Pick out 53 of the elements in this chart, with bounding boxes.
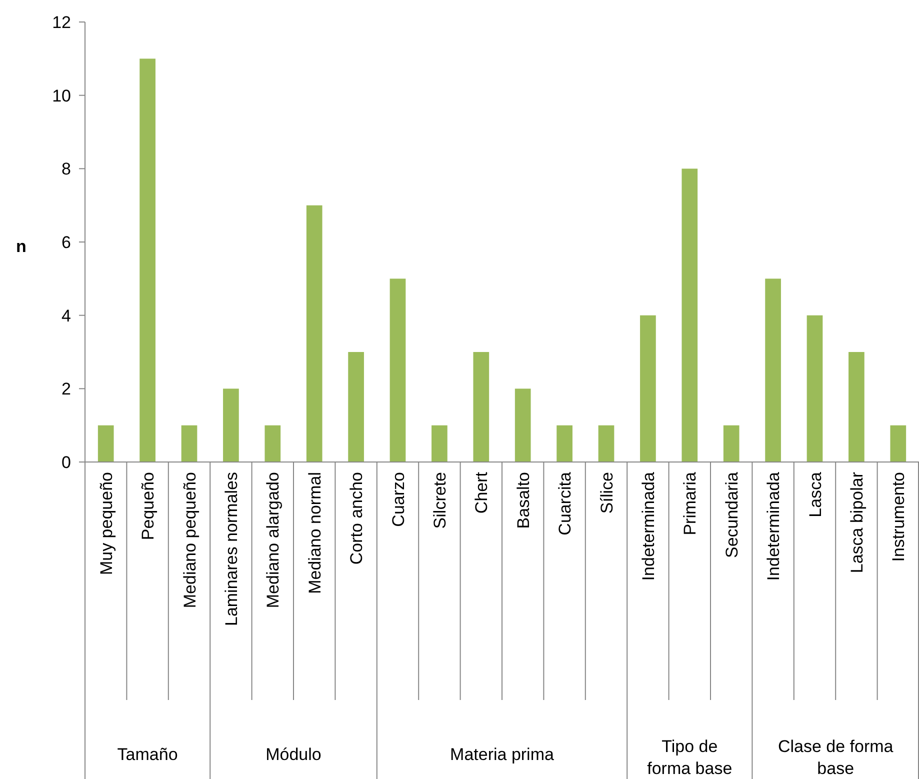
x-tick-label: Mediano pequeño: [180, 472, 200, 608]
bar: [848, 352, 864, 462]
x-tick-label: Mediano normal: [305, 472, 324, 594]
bar: [473, 352, 490, 462]
bar: [890, 425, 906, 462]
bar: [514, 388, 531, 462]
bar: [432, 425, 448, 462]
y-tick-label: 6: [62, 232, 71, 252]
bar: [348, 352, 364, 462]
text: Clase de forma base: [778, 737, 894, 778]
x-tick-label: Pequeño: [138, 472, 158, 540]
text: Materia prima: [450, 745, 554, 764]
x-tick-label: Silcrete: [430, 472, 450, 529]
bar: [682, 168, 698, 462]
y-axis-title: n: [16, 237, 26, 256]
bar: [223, 388, 239, 462]
bar: [598, 425, 614, 462]
y-tick-label: 8: [62, 160, 71, 179]
text: Tamaño: [117, 745, 178, 764]
x-tick-label: Muy pequeño: [96, 472, 116, 576]
x-tick-label: Basalto: [514, 472, 533, 529]
y-tick-label: 10: [52, 86, 71, 106]
x-tick-label: Cuarcita: [556, 471, 575, 536]
x-tick-label: Cuarzo: [388, 472, 408, 527]
text: Módulo: [266, 745, 322, 764]
x-tick-label: Laminares normales: [222, 472, 241, 626]
x-tick-label: Sílice: [597, 472, 616, 514]
bar: [306, 205, 322, 462]
y-tick-label: 0: [62, 452, 71, 472]
x-tick-label: Mediano alargado: [264, 472, 283, 608]
bar: [556, 425, 572, 462]
y-tick-label: 2: [62, 380, 71, 399]
bar: [98, 425, 114, 462]
x-tick-label: Secundaria: [722, 471, 742, 558]
bar: [181, 425, 198, 462]
bar: [723, 425, 740, 462]
bar: [640, 315, 656, 462]
bar: [806, 315, 823, 462]
text: Tipo de forma base: [647, 737, 732, 778]
x-tick-label: Instrumento: [889, 472, 908, 562]
x-tick-label: Lasca: [806, 471, 825, 518]
bar: [765, 278, 781, 462]
bar: [140, 58, 156, 462]
x-tick-label: Indeterminada: [638, 471, 658, 581]
bar: [264, 425, 281, 462]
x-tick-label: Indeterminada: [764, 471, 784, 581]
x-tick-label: Chert: [472, 472, 492, 514]
bar: [390, 278, 406, 462]
x-tick-label: Lasca bipolar: [847, 472, 866, 574]
x-tick-label: Corto ancho: [347, 472, 366, 565]
x-tick-label: Primaria: [680, 471, 700, 536]
y-tick-label: 12: [52, 12, 71, 32]
y-tick-label: 4: [62, 306, 71, 326]
